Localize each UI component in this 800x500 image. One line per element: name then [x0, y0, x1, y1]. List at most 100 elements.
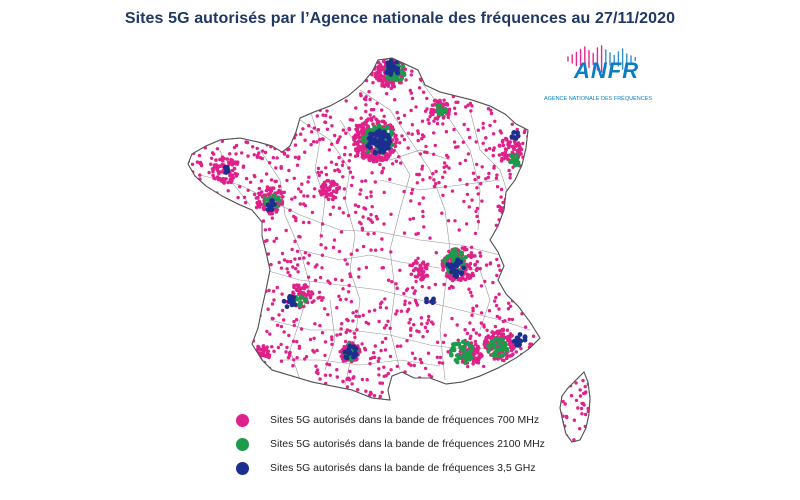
site-marker	[488, 379, 492, 384]
site-marker	[346, 88, 350, 92]
site-marker	[476, 175, 481, 179]
site-marker	[222, 340, 227, 344]
site-marker	[247, 220, 251, 225]
site-marker	[367, 127, 372, 133]
site-marker	[454, 274, 459, 279]
site-marker	[352, 353, 358, 359]
site-marker	[526, 196, 531, 200]
site-marker	[249, 270, 253, 274]
site-marker	[264, 129, 268, 133]
site-marker	[324, 172, 329, 177]
site-marker	[235, 110, 240, 114]
site-marker	[335, 306, 339, 310]
site-marker	[287, 353, 292, 358]
site-marker	[535, 131, 539, 135]
site-marker	[403, 299, 407, 303]
site-marker	[252, 315, 256, 319]
site-marker	[518, 118, 522, 123]
site-marker	[364, 265, 369, 270]
site-marker	[335, 187, 340, 192]
site-marker	[195, 99, 199, 104]
site-marker	[505, 328, 510, 332]
site-marker	[252, 225, 256, 229]
site-marker	[440, 263, 445, 268]
site-marker	[367, 90, 371, 94]
site-marker	[409, 272, 414, 277]
site-marker	[517, 374, 521, 378]
site-marker	[537, 324, 540, 328]
site-marker	[366, 232, 370, 236]
site-marker	[382, 143, 387, 148]
site-marker	[500, 235, 505, 239]
site-marker	[224, 373, 228, 377]
site-marker	[216, 177, 221, 182]
site-marker	[507, 301, 511, 305]
site-marker	[270, 58, 274, 62]
site-marker	[269, 189, 273, 193]
site-marker	[271, 156, 275, 160]
site-marker	[286, 270, 290, 275]
site-marker	[275, 323, 280, 327]
site-marker	[295, 163, 300, 167]
site-marker	[295, 339, 299, 344]
site-marker	[484, 263, 489, 267]
site-marker	[421, 196, 425, 200]
site-marker	[412, 323, 416, 327]
site-marker	[250, 347, 255, 351]
site-marker	[488, 146, 492, 151]
site-marker	[270, 392, 274, 396]
site-marker	[235, 126, 239, 130]
site-marker	[188, 286, 193, 290]
site-marker	[289, 122, 293, 126]
site-marker	[348, 274, 353, 279]
site-marker	[298, 81, 302, 85]
site-marker	[443, 389, 447, 394]
site-marker	[286, 154, 290, 158]
site-marker	[529, 397, 533, 400]
site-marker	[285, 267, 289, 271]
site-marker	[473, 339, 478, 344]
site-marker	[432, 152, 436, 156]
site-marker	[344, 131, 348, 135]
site-marker	[189, 172, 194, 177]
site-marker	[245, 390, 249, 395]
site-marker	[252, 288, 257, 292]
site-marker	[243, 115, 248, 120]
site-marker	[338, 332, 343, 336]
site-marker	[471, 306, 475, 310]
site-marker	[335, 375, 339, 379]
site-marker	[511, 156, 516, 161]
site-marker	[298, 295, 303, 301]
site-marker	[272, 132, 276, 136]
site-marker	[257, 186, 262, 191]
site-marker	[212, 152, 216, 156]
site-marker	[454, 77, 458, 81]
site-marker	[363, 346, 367, 351]
site-marker	[236, 341, 240, 345]
site-marker	[211, 334, 216, 338]
legend-swatch-2100	[236, 438, 249, 451]
site-marker	[223, 82, 228, 86]
site-marker	[468, 101, 473, 106]
site-marker	[214, 395, 219, 400]
site-marker	[504, 137, 509, 141]
site-marker	[279, 73, 283, 77]
site-marker	[430, 111, 435, 115]
site-marker	[308, 337, 313, 342]
site-marker	[452, 391, 456, 395]
site-marker	[382, 222, 386, 226]
site-marker	[425, 96, 429, 101]
site-marker	[190, 82, 194, 86]
site-marker	[506, 214, 511, 219]
site-marker	[360, 342, 364, 346]
site-marker	[248, 396, 253, 400]
site-marker	[527, 282, 531, 286]
site-marker	[191, 302, 195, 306]
site-marker	[440, 361, 445, 365]
site-marker	[309, 290, 314, 294]
site-marker	[423, 325, 428, 330]
site-marker	[510, 159, 515, 165]
site-marker	[338, 298, 343, 302]
site-marker	[215, 123, 219, 128]
site-marker	[416, 138, 420, 143]
